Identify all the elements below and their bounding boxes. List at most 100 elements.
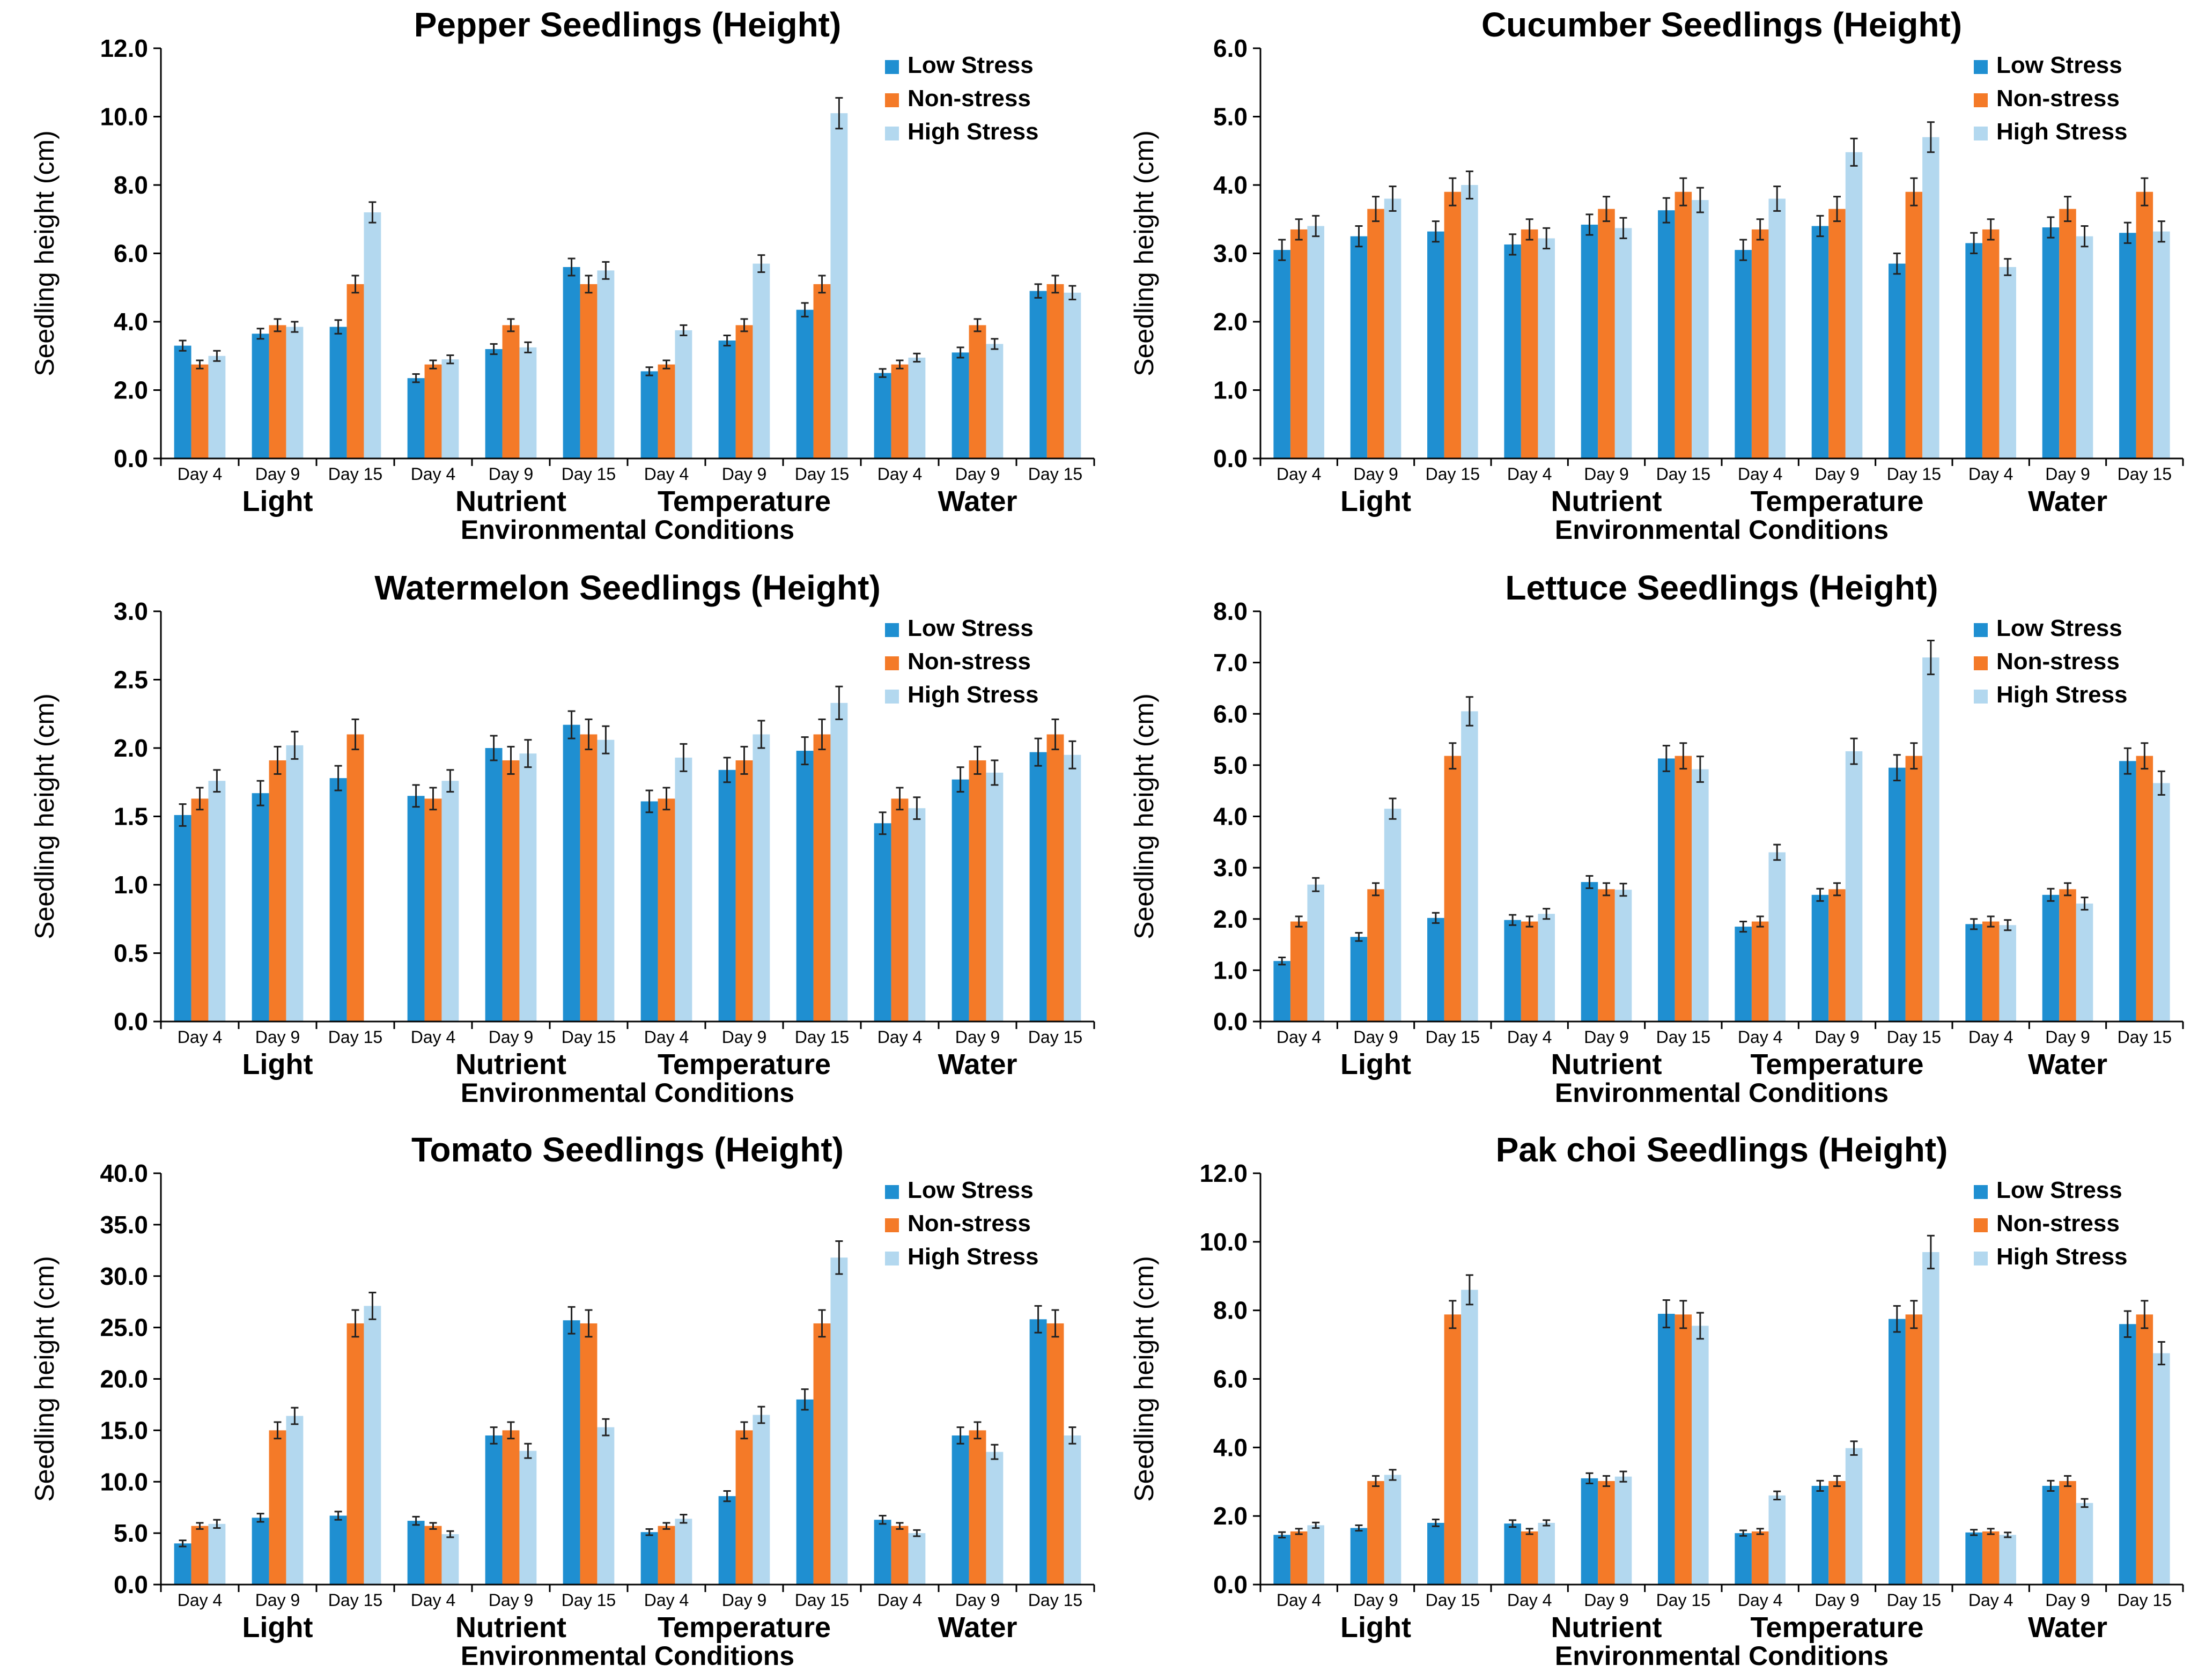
x-tick-label: Day 9 bbox=[2045, 464, 2090, 484]
bar-high-stress bbox=[1999, 267, 2016, 458]
x-tick-label: Day 9 bbox=[955, 464, 1000, 484]
bar-low-stress bbox=[2119, 761, 2136, 1022]
bar-high-stress bbox=[1538, 1522, 1555, 1585]
group-label: Light bbox=[1340, 485, 1411, 517]
bar-non-stress bbox=[1751, 921, 1769, 1022]
bar-low-stress bbox=[1427, 1522, 1444, 1585]
bar-non-stress bbox=[1751, 229, 1769, 458]
bar-non-stress bbox=[269, 325, 286, 458]
bar-low-stress bbox=[1811, 226, 1829, 458]
y-tick-label: 1.0 bbox=[1213, 376, 1248, 404]
legend-label: Non-stress bbox=[908, 85, 1031, 112]
x-tick-label: Day 15 bbox=[1426, 1590, 1480, 1610]
x-tick-label: Day 4 bbox=[1277, 1027, 1322, 1047]
bar-non-stress bbox=[1290, 1531, 1308, 1585]
y-tick-label: 30.0 bbox=[100, 1262, 148, 1290]
x-tick-label: Day 4 bbox=[644, 1590, 689, 1610]
chart-panel-3: Watermelon Seedlings (Height) 0.0 0.5 1.0 1.… bbox=[29, 568, 1095, 1108]
x-tick-label: Day 15 bbox=[795, 1027, 849, 1047]
bar-low-stress bbox=[1965, 1532, 1982, 1585]
chart-panel-4: Lettuce Seedlings (Height) 0.0 1.0 2.0 3.0 4.… bbox=[1129, 568, 2184, 1108]
bar-high-stress bbox=[519, 753, 537, 1022]
bar-non-stress bbox=[735, 325, 753, 458]
bar-low-stress bbox=[718, 1496, 736, 1585]
x-tick-label: Day 4 bbox=[877, 1590, 923, 1610]
x-tick-label: Day 15 bbox=[1426, 464, 1480, 484]
bar-low-stress bbox=[1965, 924, 1982, 1022]
bar-high-stress bbox=[208, 781, 226, 1022]
bar-low-stress bbox=[1658, 1314, 1675, 1585]
x-tick-label: Day 15 bbox=[562, 464, 616, 484]
bar-low-stress bbox=[718, 769, 736, 1022]
x-tick-label: Day 9 bbox=[1353, 464, 1398, 484]
bar-low-stress bbox=[2119, 1324, 2136, 1585]
bar-low-stress bbox=[718, 341, 736, 458]
bar-high-stress bbox=[2153, 783, 2170, 1022]
group-label: Temperature bbox=[1750, 1611, 1923, 1644]
y-tick-label: 10.0 bbox=[1199, 1228, 1248, 1256]
bar-low-stress bbox=[796, 751, 814, 1022]
x-axis-title: Environmental Conditions bbox=[1555, 1078, 1889, 1108]
x-tick-label: Day 15 bbox=[1656, 1027, 1710, 1047]
legend-swatch bbox=[1974, 623, 1988, 637]
legend-label: Low Stress bbox=[1996, 615, 2122, 641]
x-tick-label: Day 4 bbox=[877, 1027, 923, 1047]
bar-low-stress bbox=[796, 1399, 814, 1585]
bar-non-stress bbox=[969, 760, 986, 1022]
bar-low-stress bbox=[1350, 1528, 1368, 1585]
bar-non-stress bbox=[1367, 1481, 1384, 1585]
group-label: Water bbox=[2028, 1611, 2107, 1644]
bar-non-stress bbox=[891, 364, 909, 458]
bar-non-stress bbox=[658, 1526, 675, 1585]
x-tick-label: Day 15 bbox=[1656, 1590, 1710, 1610]
bar-low-stress bbox=[252, 793, 269, 1022]
bar-low-stress bbox=[796, 309, 814, 458]
bar-low-stress bbox=[640, 801, 658, 1022]
group-label: Temperature bbox=[658, 1048, 831, 1080]
bar-low-stress bbox=[1029, 291, 1047, 458]
x-axis-title: Environmental Conditions bbox=[461, 515, 794, 545]
legend-label: Non-stress bbox=[908, 1210, 1031, 1237]
bar-low-stress bbox=[563, 724, 580, 1022]
bar-high-stress bbox=[1614, 890, 1632, 1022]
bar-non-stress bbox=[1444, 191, 1462, 458]
chart-panel-1: Pepper Seedlings (Height) 0.0 2.0 4.0 6.0 8.0… bbox=[29, 5, 1095, 545]
bar-non-stress bbox=[1598, 889, 1615, 1022]
legend-swatch bbox=[1974, 656, 1988, 670]
bar-high-stress bbox=[1064, 754, 1081, 1022]
y-tick-label: 25.0 bbox=[100, 1314, 148, 1342]
bar-high-stress bbox=[597, 1427, 615, 1585]
y-tick-label: 8.0 bbox=[1213, 1297, 1248, 1324]
y-tick-label: 8.0 bbox=[114, 171, 148, 199]
bar-high-stress bbox=[1461, 711, 1478, 1022]
bar-non-stress bbox=[1905, 1314, 1923, 1585]
bar-high-stress bbox=[753, 1415, 770, 1585]
x-tick-label: Day 15 bbox=[562, 1590, 616, 1610]
x-tick-label: Day 4 bbox=[644, 464, 689, 484]
bar-high-stress bbox=[1768, 198, 1786, 458]
bar-high-stress bbox=[364, 212, 381, 458]
group-label: Water bbox=[938, 1048, 1017, 1080]
bar-high-stress bbox=[1922, 1252, 1939, 1585]
bar-high-stress bbox=[1538, 238, 1555, 458]
bar-non-stress bbox=[346, 734, 364, 1022]
y-tick-label: 6.0 bbox=[1213, 1365, 1248, 1393]
y-tick-label: 20.0 bbox=[100, 1365, 148, 1393]
bar-low-stress bbox=[1504, 920, 1521, 1022]
bar-high-stress bbox=[208, 356, 226, 458]
bar-high-stress bbox=[519, 347, 537, 458]
legend-label: Non-stress bbox=[1996, 85, 2120, 112]
bar-non-stress bbox=[735, 760, 753, 1022]
x-tick-label: Day 9 bbox=[2045, 1590, 2090, 1610]
y-tick-label: 8.0 bbox=[1213, 597, 1248, 625]
bar-high-stress bbox=[1614, 228, 1632, 458]
bar-non-stress bbox=[658, 364, 675, 458]
bar-high-stress bbox=[1845, 1448, 1863, 1585]
y-tick-label: 35.0 bbox=[100, 1211, 148, 1239]
bar-high-stress bbox=[1538, 914, 1555, 1022]
group-label: Light bbox=[1340, 1048, 1411, 1080]
x-tick-label: Day 4 bbox=[1968, 1027, 2013, 1047]
legend-swatch bbox=[885, 656, 899, 670]
bar-high-stress bbox=[1064, 1435, 1081, 1585]
bar-high-stress bbox=[519, 1450, 537, 1585]
